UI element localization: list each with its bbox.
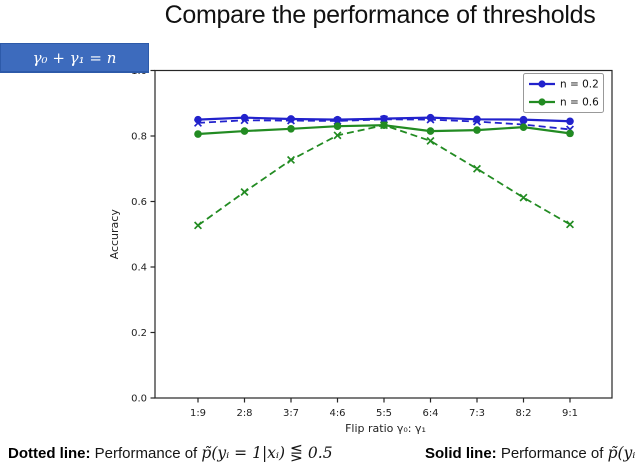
data-point-x [240, 116, 249, 125]
data-point-circle [473, 126, 481, 134]
data-point-circle [566, 117, 574, 126]
data-point-x [240, 188, 249, 197]
legend: n = 0.2 n = 0.6 [523, 73, 604, 113]
x-tick-label: 1:9 [190, 408, 206, 419]
x-tick-label: 8:2 [515, 408, 531, 419]
data-point-x [286, 155, 296, 164]
dotted-line-text: Performance of [90, 445, 202, 462]
data-point-x [333, 131, 342, 140]
x-tick-label: 6:4 [422, 408, 438, 419]
data-point-x [426, 136, 435, 145]
solid-line-caption: Solid line: Performance of p̃(yᵢ [425, 444, 635, 462]
dotted-line-caption: Dotted line: Performance of p̃(yᵢ = 1|xᵢ… [8, 444, 333, 462]
data-point-x [193, 221, 203, 230]
data-point-x [193, 118, 203, 127]
gamma-sum-formula: γ₀ + γ₁ = n [32, 48, 117, 67]
x-tick-label: 5:5 [376, 408, 392, 419]
x-tick-label: 3:7 [283, 408, 299, 419]
data-point-x [519, 193, 528, 202]
legend-label: n = 0.6 [560, 97, 599, 109]
data-point-circle [287, 124, 295, 133]
dotted-line-formula: p̃(yᵢ = 1|xᵢ) ⋚ 0.5 [201, 444, 333, 462]
legend-marker [538, 98, 546, 106]
solid-line-text: Performance of [496, 445, 608, 462]
x-tick-label: 9:1 [562, 408, 578, 419]
data-point-x [286, 116, 296, 125]
y-tick-label: 0.2 [131, 328, 147, 339]
y-tick-label: 0.4 [131, 263, 147, 274]
data-point-x [472, 117, 482, 126]
data-point-circle [194, 130, 202, 138]
data-point-circle [240, 127, 249, 135]
y-tick-label: 0.8 [131, 132, 147, 143]
data-point-x [426, 115, 435, 124]
data-point-circle [333, 122, 342, 130]
legend-entry: n = 0.2 [529, 79, 599, 91]
x-tick-label: 2:8 [236, 408, 252, 419]
data-point-circle [566, 129, 574, 138]
x-axis-label: Flip ratio γ₀: γ₁ [345, 422, 426, 435]
x-tick-label: 7:3 [469, 408, 485, 419]
solid-line-formula: p̃(yᵢ [607, 444, 636, 462]
slide-title: Compare the performance of thresholds [164, 1, 596, 29]
x-tick-label: 4:6 [329, 408, 345, 419]
solid-line-label: Solid line: [425, 445, 497, 462]
legend-label: n = 0.2 [560, 79, 599, 91]
data-point-circle [426, 127, 435, 135]
y-axis: 0.00.20.40.60.81.0Accuracy [108, 66, 155, 405]
y-axis-label: Accuracy [108, 209, 121, 260]
legend-marker [538, 80, 546, 88]
dotted-line-label: Dotted line: [8, 445, 91, 462]
data-point-circle [519, 123, 528, 131]
y-tick-label: 0.6 [131, 197, 147, 208]
x-axis: 1:9 2:8 3:7 4:6 5:5 6:4 7:3 8:2 9:1 Flip ratio γ₀… [190, 398, 578, 435]
data-point-x [472, 164, 482, 173]
gamma-sum-badge: γ₀ + γ₁ = n [0, 43, 149, 73]
series-dashed [193, 121, 575, 230]
data-point-x [379, 121, 389, 130]
series-line [197, 118, 571, 131]
legend-entry: n = 0.6 [529, 97, 599, 109]
data-point-x [565, 220, 575, 229]
y-tick-label: 0.0 [131, 394, 147, 405]
data-point-circle [333, 115, 342, 124]
data-point-x [379, 115, 389, 124]
